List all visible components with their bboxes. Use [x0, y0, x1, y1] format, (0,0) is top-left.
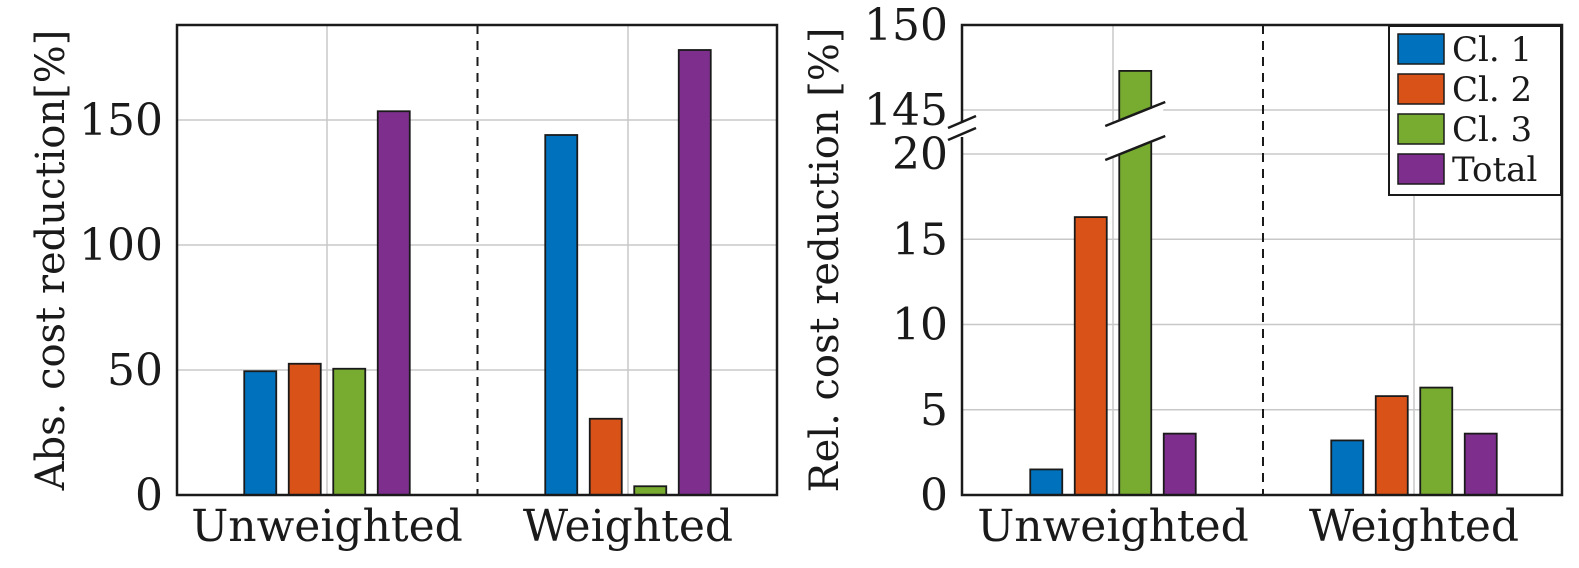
- y-tick-label: 20: [892, 129, 948, 180]
- bar-cl-2-unweighted: [1073, 216, 1108, 496]
- legend-label-cl-3: Cl. 3: [1452, 110, 1532, 150]
- abs-cost-reduction-chart: 0 50 100 150 Unweighted Weighted Abs. cost red…: [28, 23, 779, 552]
- y-tick-label: 100: [79, 220, 163, 271]
- y-tick-label: 0: [135, 470, 163, 521]
- bar-cl-3-weighted: [1419, 386, 1454, 496]
- x-category-label: Unweighted: [191, 501, 463, 552]
- x-category-label: Weighted: [1309, 501, 1519, 552]
- y-tick-label: 150: [79, 95, 163, 146]
- bar-break-mark: [1104, 100, 1166, 128]
- x-category-label: Unweighted: [977, 501, 1249, 552]
- axis-break-gap: [948, 123, 976, 137]
- bar-cl-3-unweighted: [332, 367, 367, 496]
- bar-cl-2-weighted: [588, 417, 623, 496]
- axis-break-mark: [947, 114, 977, 130]
- y-axis-label: Abs. cost reduction[%]: [28, 30, 74, 492]
- bar-total-unweighted: [376, 110, 411, 496]
- plot-area: [175, 23, 779, 497]
- y-tick-label: 150: [864, 0, 948, 51]
- y-axis-label: Rel. cost reduction [%]: [802, 27, 848, 492]
- bar-total-weighted: [677, 49, 712, 496]
- bar-cl-2-unweighted: [287, 362, 322, 496]
- plot-area: [960, 23, 1564, 497]
- legend-swatch-total: [1397, 153, 1445, 185]
- y-tick-label: 50: [107, 345, 163, 396]
- y-tick-label: 145: [864, 85, 948, 136]
- legend-label-total: Total: [1452, 150, 1537, 190]
- legend-swatch-cl-1: [1397, 33, 1445, 65]
- bar-break-mark: [1104, 134, 1166, 162]
- bar-cl-1-unweighted: [1029, 468, 1064, 496]
- bar-total-unweighted: [1162, 432, 1197, 496]
- x-category-label: Weighted: [523, 501, 733, 552]
- bar-cl-3-weighted: [633, 485, 668, 496]
- bar-break-gap: [1107, 104, 1164, 160]
- legend-label-cl-2: Cl. 2: [1452, 70, 1532, 110]
- y-tick-label: 15: [892, 214, 948, 265]
- y-tick-label: 10: [892, 300, 948, 351]
- bar-cl-1-weighted: [544, 134, 579, 496]
- bar-cl-2-weighted: [1374, 395, 1409, 496]
- y-tick-label: 5: [920, 385, 948, 436]
- bar-cl-1-weighted: [1330, 439, 1365, 496]
- bar-total-weighted: [1463, 432, 1498, 496]
- y-tick-label: 0: [920, 470, 948, 521]
- bar-cl-1-unweighted: [243, 370, 278, 496]
- legend-swatch-cl-2: [1397, 73, 1445, 105]
- legend-label-cl-1: Cl. 1: [1452, 30, 1532, 70]
- axis-break-mark: [947, 126, 977, 142]
- legend-swatch-cl-3: [1397, 113, 1445, 145]
